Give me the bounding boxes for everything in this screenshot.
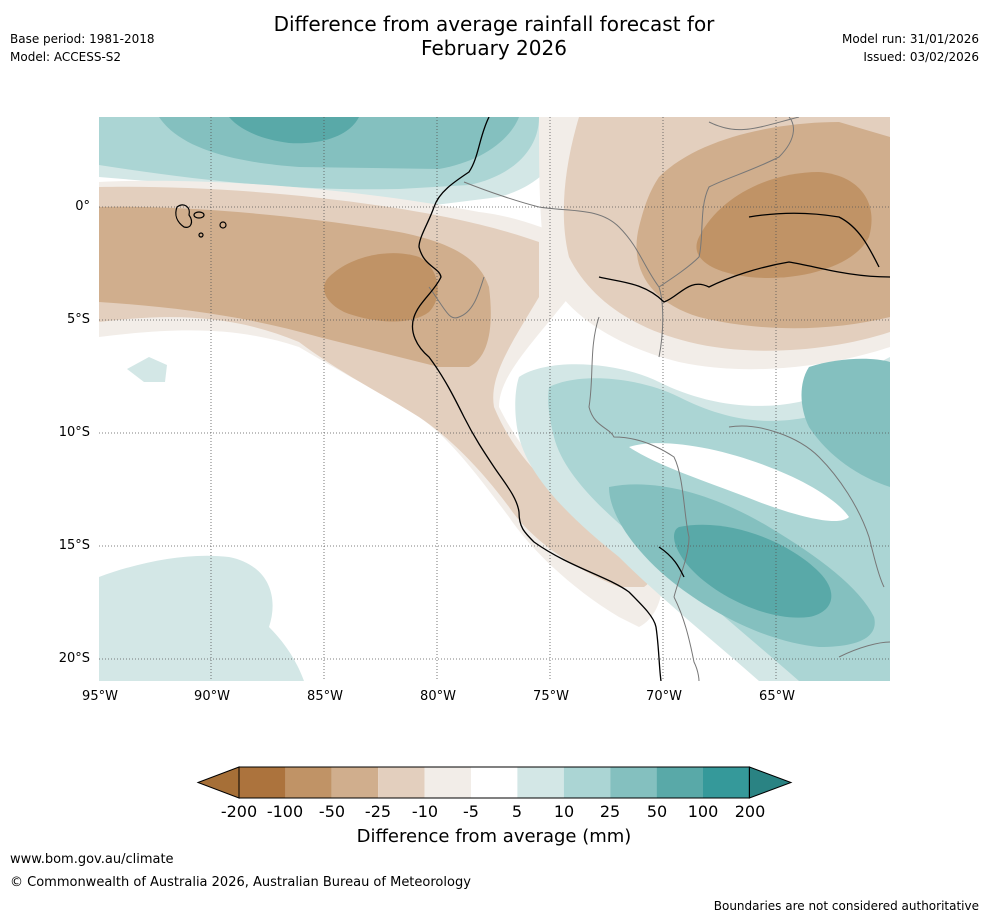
meta-right: Model run: 31/01/2026 Issued: 03/02/2026 <box>842 30 979 66</box>
region-dry-west-3 <box>324 253 438 322</box>
lake-titicaca <box>658 546 685 578</box>
lat-label-10s: 10°S <box>58 425 90 440</box>
lon-label-75w: 75°W <box>533 689 569 704</box>
border-colombia-peru <box>463 181 664 358</box>
lat-label-0: 0° <box>75 199 90 214</box>
lon-label-80w: 80°W <box>420 689 456 704</box>
region-wet-sw <box>99 555 304 681</box>
colorbar-bin <box>656 767 703 798</box>
colorbar-bin <box>285 767 332 798</box>
colorbar-tick: -100 <box>266 802 304 821</box>
coastline-pacific <box>411 117 662 681</box>
colorbar-tick: 25 <box>599 802 621 821</box>
lon-label-65w: 65°W <box>759 689 795 704</box>
map-title: Difference from average rainfall forecas… <box>0 12 988 60</box>
title-line-1: Difference from average rainfall forecas… <box>273 12 715 36</box>
base-period: Base period: 1981-2018 <box>10 32 155 46</box>
model-name: Model: ACCESS-S2 <box>10 50 122 64</box>
colorbar-tick: 200 <box>734 802 766 821</box>
island-san-cristobal <box>219 221 227 229</box>
colorbar <box>196 766 793 799</box>
disclaimer-text: Boundaries are not considered authoritat… <box>713 899 979 913</box>
colorbar-bin <box>471 767 518 798</box>
colorbar-tick: -10 <box>411 802 439 821</box>
colorbar-label: Difference from average (mm) <box>356 826 632 847</box>
colorbar-tick: 5 <box>511 802 523 821</box>
colorbar-bin <box>239 767 286 798</box>
region-wet-small <box>127 357 167 382</box>
lon-label-85w: 85°W <box>307 689 343 704</box>
issued-date: Issued: 03/02/2026 <box>863 50 979 64</box>
colorbar-bin <box>563 767 611 798</box>
lon-label-70w: 70°W <box>646 689 682 704</box>
island-floreana <box>198 232 204 238</box>
lon-label-90w: 90°W <box>194 689 230 704</box>
colorbar-bin <box>703 767 750 798</box>
title-line-2: February 2026 <box>421 36 567 60</box>
river-amazon <box>598 261 890 303</box>
lat-label-15s: 15°S <box>58 538 90 553</box>
border-peru-bolivia <box>588 316 690 598</box>
region-dry-west-2 <box>99 206 491 367</box>
colorbar-outline <box>238 766 750 799</box>
colorbar-tick: 100 <box>687 802 719 821</box>
colorbar-arrow-left <box>196 766 240 799</box>
lon-label-95w: 95°W <box>82 689 118 704</box>
border-venezuela <box>708 117 800 131</box>
colorbar-tick: 50 <box>646 802 668 821</box>
border-brazil-colombia <box>658 117 794 288</box>
colorbar-arrow-right <box>748 766 793 799</box>
lat-label-20s: 20°S <box>58 651 90 666</box>
map-svg <box>99 117 890 681</box>
island-santa-cruz <box>193 211 205 219</box>
river-negro <box>748 212 880 268</box>
colorbar-bin <box>331 767 379 798</box>
region-wet-se-2 <box>801 358 890 487</box>
galapagos-islands <box>175 204 227 238</box>
colorbar-tick: -25 <box>364 802 392 821</box>
region-wet-se-4 <box>674 524 832 618</box>
border-chile-bolivia <box>673 596 700 681</box>
coastline <box>411 117 890 681</box>
region-wet-nw-3 <box>229 117 359 144</box>
website-link[interactable]: www.bom.gov.au/climate <box>10 852 174 867</box>
meta-left: Base period: 1981-2018 Model: ACCESS-S2 <box>10 30 155 66</box>
border-bolivia-brazil <box>728 425 885 588</box>
colorbar-bin <box>378 767 425 798</box>
colorbar-bin <box>424 767 471 798</box>
island-isabela <box>175 204 193 228</box>
colorbar-tick: -200 <box>220 802 258 821</box>
region-dry-ne-3 <box>696 172 872 278</box>
border-paraguay <box>838 641 890 658</box>
colorbar-bin <box>517 767 564 798</box>
colorbar-tick: -5 <box>463 802 479 821</box>
country-borders <box>428 117 890 681</box>
colorbar-tick: -50 <box>318 802 346 821</box>
rainfall-map <box>99 117 890 681</box>
colorbar-bin <box>610 767 657 798</box>
lat-label-5s: 5°S <box>66 312 90 327</box>
colorbar-tick: 10 <box>553 802 575 821</box>
copyright-text: © Commonwealth of Australia 2026, Austra… <box>10 875 471 890</box>
graticule <box>99 117 890 681</box>
model-run: Model run: 31/01/2026 <box>841 32 979 46</box>
region-white-patch <box>629 443 849 522</box>
border-ecuador-peru <box>428 276 485 319</box>
